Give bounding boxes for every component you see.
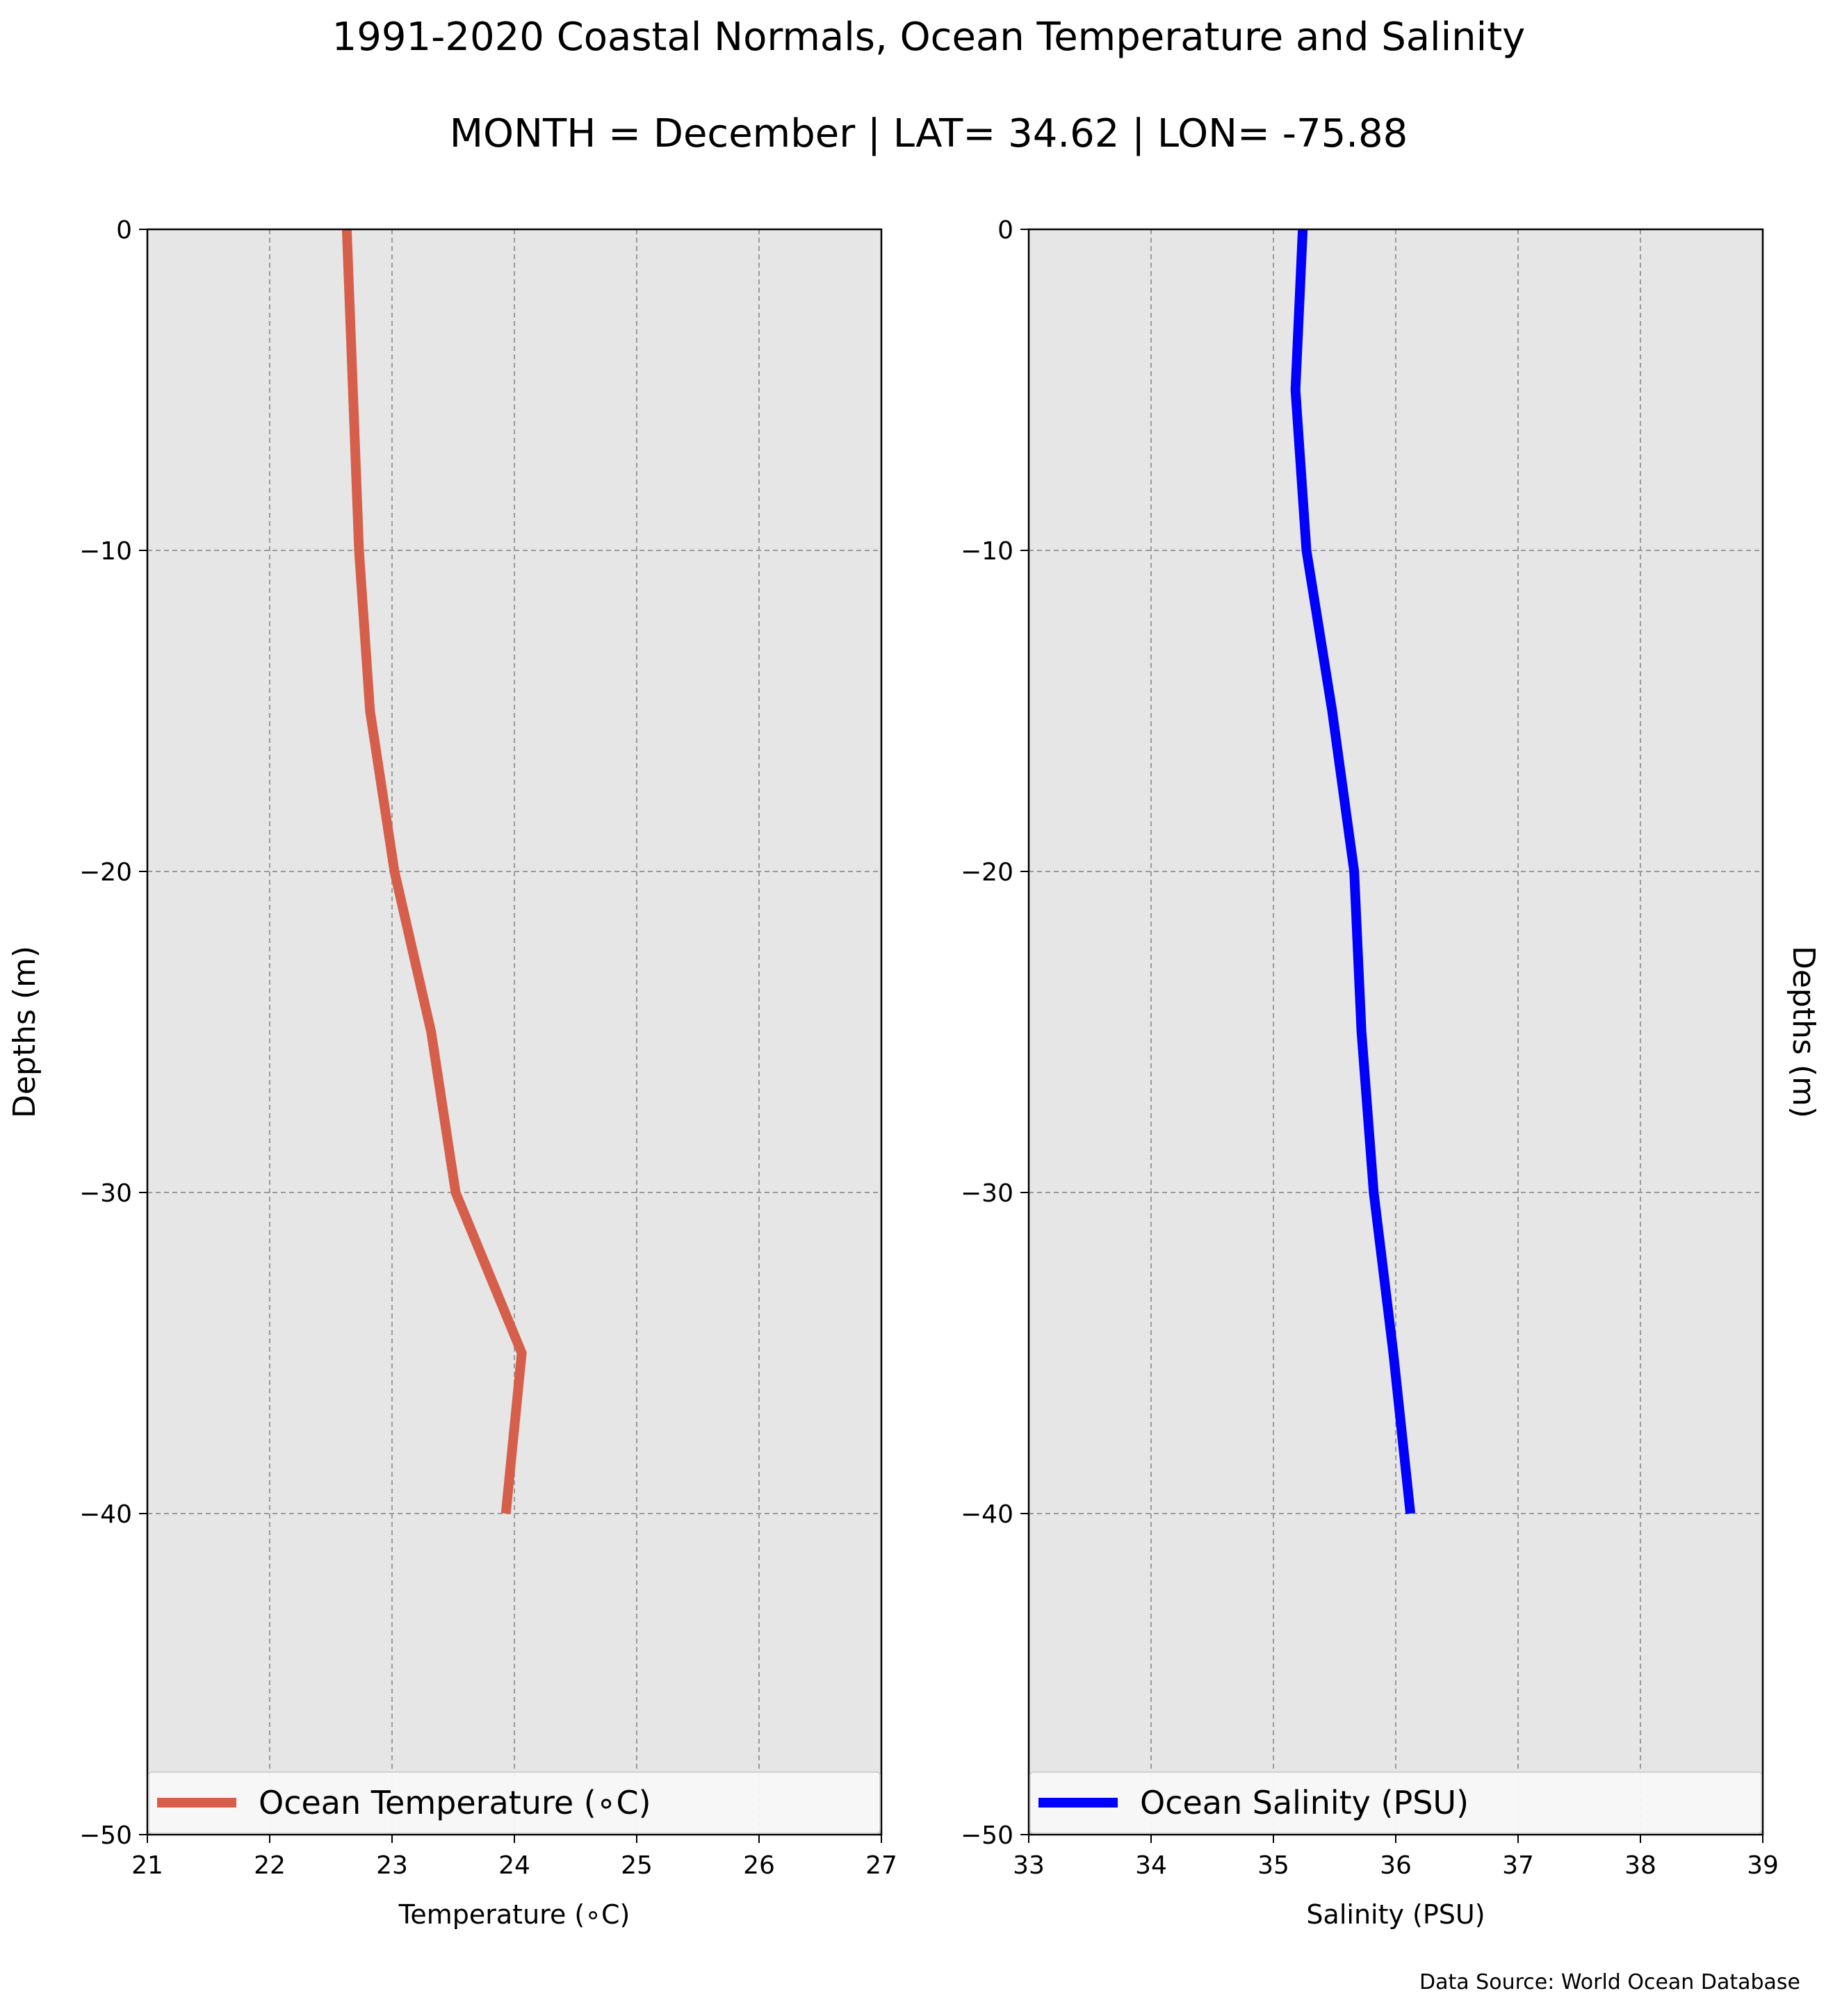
salinity-y-tick-label: −30 xyxy=(961,1179,1013,1208)
salinity-panel: 33 34 35 36 37 38 39 0 −10 −20 −30 −40 −50 Ocean Sali… xyxy=(961,216,1821,1930)
temperature-legend-label: Ocean Temperature (∘C) xyxy=(259,1784,651,1821)
salinity-x-tick-label: 33 xyxy=(1013,1851,1045,1880)
salinity-x-tick-label: 35 xyxy=(1257,1851,1289,1880)
salinity-y-tick-label: 0 xyxy=(997,216,1013,245)
salinity-legend-box xyxy=(1029,1771,1762,1834)
temperature-y-tick-label: −30 xyxy=(79,1179,132,1208)
temperature-x-axis-label: Temperature (∘C) xyxy=(398,1899,630,1930)
temperature-x-tick-label: 26 xyxy=(743,1851,775,1880)
salinity-x-tick-label: 36 xyxy=(1380,1851,1412,1880)
salinity-x-axis-label: Salinity (PSU) xyxy=(1306,1899,1485,1930)
salinity-x-tick-label: 34 xyxy=(1135,1851,1167,1880)
salinity-y-tick-label: −10 xyxy=(961,537,1013,566)
temperature-y-tick-label: −10 xyxy=(79,537,132,566)
salinity-y-tick-label: −40 xyxy=(961,1500,1013,1529)
temperature-series-line xyxy=(341,229,527,1514)
temperature-y-tick-label: −50 xyxy=(79,1821,132,1850)
temperature-y-tick-label: 0 xyxy=(116,216,132,245)
temperature-legend-box xyxy=(148,1771,881,1834)
salinity-axes-frame xyxy=(1027,228,1764,1836)
salinity-y-axis-label: Depths (m) xyxy=(1786,946,1821,1118)
salinity-series-line xyxy=(1290,229,1416,1514)
temperature-x-tick-label: 22 xyxy=(254,1851,286,1880)
temperature-y-tick-label: −20 xyxy=(79,858,132,887)
chart-subtitle: MONTH = December | LAT= 34.62 | LON= -75… xyxy=(450,111,1408,156)
temperature-x-tick-label: 27 xyxy=(865,1851,897,1880)
temperature-x-tick-label: 25 xyxy=(621,1851,653,1880)
temperature-legend: Ocean Temperature (∘C) xyxy=(148,1771,881,1834)
temperature-x-tick-label: 21 xyxy=(131,1851,163,1880)
salinity-legend-label: Ocean Salinity (PSU) xyxy=(1140,1784,1469,1821)
temperature-x-tick-label: 23 xyxy=(376,1851,408,1880)
salinity-y-tick-label: −20 xyxy=(961,858,1013,887)
data-source-note: Data Source: World Ocean Database xyxy=(1419,1970,1800,1994)
salinity-x-tick-label: 37 xyxy=(1502,1851,1534,1880)
salinity-x-tick-label: 38 xyxy=(1624,1851,1656,1880)
chart-title: 1991-2020 Coastal Normals, Ocean Tempera… xyxy=(332,15,1526,60)
temperature-y-tick-label: −40 xyxy=(79,1500,132,1529)
salinity-x-tick-label: 39 xyxy=(1747,1851,1779,1880)
temperature-x-tick-label: 24 xyxy=(498,1851,530,1880)
salinity-y-tick-label: −50 xyxy=(961,1821,1013,1850)
temperature-axes-frame xyxy=(146,228,883,1836)
temperature-y-axis-label: Depths (m) xyxy=(7,946,42,1118)
salinity-legend: Ocean Salinity (PSU) xyxy=(1029,1771,1762,1834)
temperature-panel: 21 22 23 24 25 26 27 0 −10 −20 −30 −40 −50 Ocean Temp… xyxy=(7,216,897,1930)
